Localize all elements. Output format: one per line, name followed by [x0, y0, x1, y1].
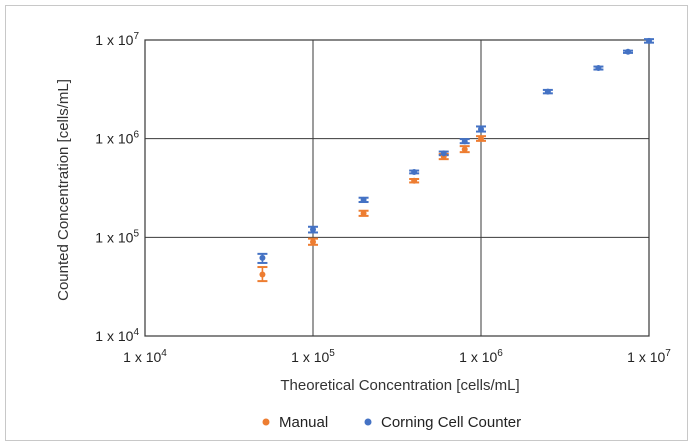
x-tick-label: 1 x 104 [123, 348, 167, 365]
data-point-manual [259, 271, 266, 278]
error-bars [257, 38, 654, 283]
data-point-corning-cell-counter [411, 168, 418, 175]
data-points [259, 37, 652, 278]
data-point-corning-cell-counter [259, 254, 266, 261]
y-axis-title: Counted Concentration [cells/mL] [55, 79, 72, 301]
legend-item-manual: Manual [262, 414, 328, 431]
scatter-chart: 1 x 104 1 x 105 1 x 106 1 x 107 1 x 104 1 x 1… [55, 31, 671, 431]
data-point-manual [360, 210, 367, 217]
x-axis-title: Theoretical Concentration [cells/mL] [280, 377, 519, 394]
legend-label-corning: Corning Cell Counter [381, 414, 521, 431]
data-point-manual [411, 177, 418, 184]
plot-area-border [144, 39, 650, 337]
data-point-manual [478, 135, 484, 142]
chart-frame: 1 x 104 1 x 105 1 x 106 1 x 107 1 x 104 1 x 1… [5, 5, 688, 441]
data-point-corning-cell-counter [646, 37, 652, 44]
data-point-manual [310, 238, 316, 245]
legend-item-corning-cell-counter: Corning Cell Counter [364, 414, 521, 431]
y-tick-label: 1 x 104 [95, 327, 139, 344]
data-point-corning-cell-counter [625, 48, 632, 55]
y-tick-label: 1 x 106 [95, 130, 139, 147]
legend-marker-corning [364, 418, 372, 426]
tick-labels: 1 x 104 1 x 105 1 x 106 1 x 107 1 x 104 1 x 1… [95, 31, 671, 365]
x-tick-label: 1 x 107 [627, 348, 671, 365]
legend: Manual Corning Cell Counter [262, 414, 521, 431]
y-tick-label: 1 x 107 [95, 31, 139, 48]
data-point-corning-cell-counter [461, 138, 468, 145]
data-point-corning-cell-counter [478, 126, 484, 133]
data-point-corning-cell-counter [440, 150, 447, 157]
data-point-corning-cell-counter [544, 88, 551, 95]
data-point-corning-cell-counter [595, 65, 602, 72]
legend-label-manual: Manual [279, 414, 328, 431]
x-tick-label: 1 x 105 [291, 348, 335, 365]
x-tick-label: 1 x 106 [459, 348, 503, 365]
legend-marker-manual [262, 418, 270, 426]
data-point-corning-cell-counter [360, 196, 367, 203]
data-point-manual [461, 146, 468, 153]
gridlines [144, 39, 650, 337]
y-tick-label: 1 x 105 [95, 228, 139, 245]
data-point-corning-cell-counter [310, 226, 316, 233]
